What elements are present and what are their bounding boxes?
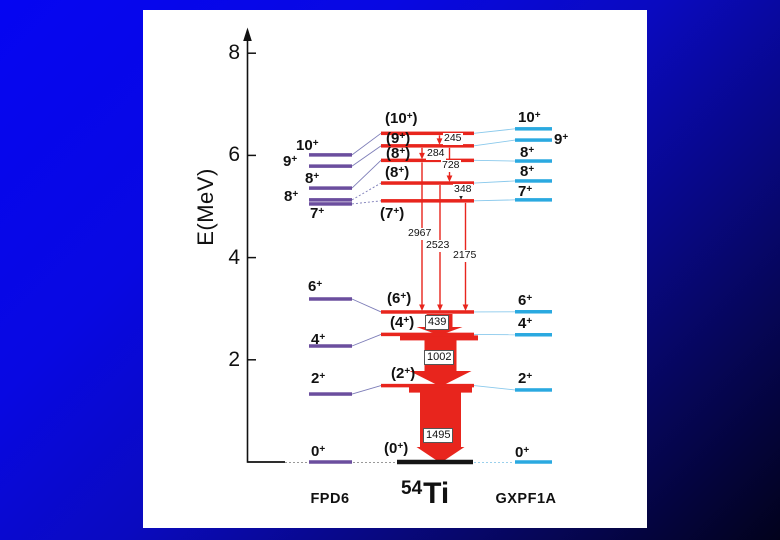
level-bar-gxpf1a-0-8 [515,460,552,464]
connector-left-6-5 [351,298,382,313]
gamma-arrow-fat-1495 [416,387,465,463]
level-bar-exp-0-8 [397,459,473,465]
level-bar-fpd6-4-6 [309,344,352,348]
connector-left-8-2 [351,160,382,189]
connector-left-7-4 [351,200,382,205]
connector-right-9-1 [473,139,516,147]
gamma-arrow-fat-439 [416,313,463,336]
gamma-arrow-fat-1002 [409,336,472,387]
level-bar-fpd6-6-5 [309,297,352,301]
level-bar-exp-10-0 [381,131,474,136]
level-bar-fpd6-7-4 [309,202,352,206]
connector-right-10-0 [473,128,516,134]
gamma-arrowhead-2175 [462,304,469,311]
level-bar-exp-8-3 [381,181,474,185]
level-bar-gxpf1a-7-4 [515,198,552,202]
gamma-arrowhead-284 [419,152,425,160]
gamma-arrowhead-2967 [419,304,425,311]
level-bar-exp-9-1 [381,144,474,148]
y-axis-arrow-icon [243,27,252,41]
connector-right-8-2 [473,159,516,162]
level-bar-gxpf1a-9-1 [515,138,552,142]
level-bar-gxpf1a-8-2 [515,159,552,163]
connector-left-2-7 [351,385,382,395]
level-bar-exp-2-7 [381,383,474,388]
level-bar-fpd6-8-2 [309,186,352,190]
level-bar-gxpf1a-8-3 [515,179,552,183]
connector-left-8-3 [351,182,382,201]
level-bar-gxpf1a-10-0 [515,127,552,131]
level-bar-exp-4-6 [381,332,474,337]
level-bar-fpd6-9-1 [309,164,352,168]
level-bar-fpd6-10-0 [309,153,352,157]
level-bar-fpd6-8-3 [309,198,352,202]
gamma-arrowhead-2523 [437,304,443,311]
level-bar-exp-6-5 [381,310,474,314]
connector-right-2-7 [473,385,516,391]
level-bar-gxpf1a-4-6 [515,333,552,337]
connector-right-8-3 [473,180,516,184]
level-bar-exp-8-2 [381,158,474,163]
figure-panel [143,10,647,528]
connector-left-10-0 [351,132,382,156]
gamma-arrowhead-728 [446,175,453,183]
level-bar-gxpf1a-6-5 [515,310,552,314]
level-bar-exp-7-4 [381,199,474,203]
level-bar-gxpf1a-2-7 [515,388,552,392]
gamma-arrowhead-245 [436,138,443,145]
connector-left-9-1 [351,145,382,167]
level-bar-fpd6-2-7 [309,392,352,396]
level-bar-fpd6-0-8 [309,460,352,464]
connector-right-7-4 [473,199,516,202]
connector-left-4-6 [351,333,382,347]
gamma-arrowhead-348 [458,193,464,200]
